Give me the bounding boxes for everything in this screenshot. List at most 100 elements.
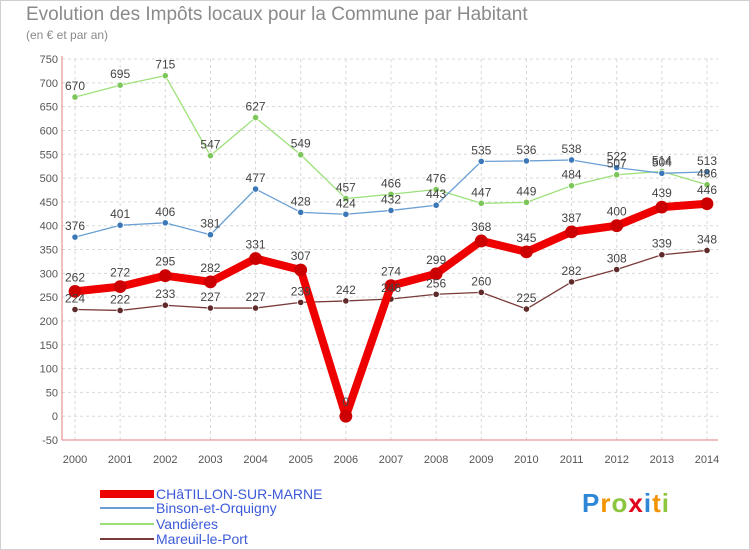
x-tick-label: 2008 <box>424 454 448 466</box>
data-point <box>567 156 576 164</box>
x-tick-label: 2005 <box>288 454 312 466</box>
data-label: 406 <box>155 205 175 219</box>
y-tick-label: 400 <box>40 221 58 233</box>
data-label: 428 <box>291 194 311 208</box>
x-tick-label: 2004 <box>243 454 267 466</box>
data-label: 486 <box>697 167 717 181</box>
logo-letter: i <box>661 488 670 518</box>
data-point <box>251 304 260 312</box>
data-label: 274 <box>381 265 401 279</box>
data-label: 439 <box>652 186 672 200</box>
data-point <box>384 279 398 293</box>
data-label: 670 <box>65 79 85 93</box>
data-label: 476 <box>426 171 446 185</box>
data-label: 446 <box>697 183 717 197</box>
x-tick-label: 2006 <box>334 454 358 466</box>
proxiti-logo: Proxiti <box>582 488 670 519</box>
data-point <box>432 290 440 298</box>
data-label: 447 <box>471 185 491 199</box>
x-tick-label: 2007 <box>379 454 403 466</box>
data-point <box>71 305 79 314</box>
data-point <box>432 201 440 209</box>
data-label: 262 <box>65 270 85 284</box>
data-label: 627 <box>246 100 266 114</box>
y-tick-label: 100 <box>40 364 58 376</box>
data-point <box>613 265 621 274</box>
data-label: 0 <box>343 395 350 409</box>
data-label: 233 <box>155 287 175 301</box>
data-point <box>613 163 621 172</box>
data-label: 242 <box>336 283 356 297</box>
y-tick-label: 50 <box>46 387 58 399</box>
data-point <box>522 198 531 206</box>
legend-label: Vandières <box>156 516 219 532</box>
data-point <box>700 197 714 211</box>
legend-item-mareuil[interactable]: Mareuil-le-Port <box>100 531 248 547</box>
x-tick-label: 2014 <box>695 454 719 466</box>
data-point <box>161 219 169 227</box>
data-label: 547 <box>200 138 220 152</box>
logo-letter: t <box>652 488 662 518</box>
data-label: 443 <box>426 187 446 201</box>
data-point <box>658 169 666 177</box>
data-label: 457 <box>336 181 356 195</box>
data-point <box>387 206 395 215</box>
data-point <box>655 200 669 214</box>
y-tick-label: 0 <box>52 411 58 423</box>
data-point <box>474 234 488 248</box>
x-tick-label: 2011 <box>560 454 584 466</box>
data-point <box>342 194 350 203</box>
legend-swatch-chatillon <box>100 490 154 498</box>
data-point <box>297 298 305 306</box>
data-point <box>429 267 443 281</box>
chart-subtitle: (en € et par an) <box>26 28 109 42</box>
data-label: 535 <box>471 143 491 157</box>
y-tick-label: 750 <box>40 54 58 66</box>
data-point <box>432 185 440 194</box>
data-label: 222 <box>110 292 130 306</box>
x-tick-label: 2001 <box>108 454 132 466</box>
data-label: 504 <box>652 155 672 169</box>
legend-item-chatillon[interactable]: CHâTILLON-SUR-MARNE <box>100 486 322 502</box>
data-label: 424 <box>336 196 356 210</box>
x-tick-label: 2009 <box>469 454 493 466</box>
data-point <box>477 288 485 296</box>
data-label: 401 <box>110 207 130 221</box>
y-tick-label: 350 <box>40 245 58 257</box>
data-point <box>204 275 217 289</box>
y-tick-label: 600 <box>40 125 58 137</box>
data-point <box>68 285 82 298</box>
data-label: 381 <box>200 217 220 231</box>
data-label: 449 <box>516 184 536 198</box>
legend-item-binson[interactable]: Binson-et-Orquigny <box>100 500 277 516</box>
data-label: 536 <box>516 143 536 157</box>
legend-swatch-vandieres <box>100 523 154 525</box>
data-point <box>342 210 350 218</box>
data-label: 246 <box>381 281 401 295</box>
logo-letter: x <box>628 488 644 518</box>
data-label: 400 <box>607 205 627 219</box>
data-point <box>116 81 124 89</box>
y-tick-label: 650 <box>40 102 58 114</box>
data-point <box>522 157 531 165</box>
logo-letter: i <box>643 488 653 518</box>
data-label: 376 <box>65 219 85 233</box>
legend-item-vandieres[interactable]: Vandières <box>100 516 218 532</box>
data-label: 282 <box>200 261 220 275</box>
data-label: 282 <box>562 264 582 278</box>
data-label: 339 <box>652 237 672 251</box>
x-tick-label: 2003 <box>198 454 222 466</box>
data-point <box>161 301 169 309</box>
data-point <box>703 246 711 255</box>
y-tick-label: 700 <box>40 78 58 90</box>
x-tick-label: 2010 <box>514 454 538 466</box>
logo-letter: o <box>611 488 629 518</box>
data-label: 484 <box>562 168 582 182</box>
legend-swatch-binson <box>100 507 154 509</box>
data-point <box>658 251 666 259</box>
data-point <box>565 225 578 239</box>
data-point <box>206 152 215 160</box>
data-point <box>520 245 533 259</box>
data-label: 260 <box>471 274 491 288</box>
data-label: 348 <box>697 232 717 246</box>
